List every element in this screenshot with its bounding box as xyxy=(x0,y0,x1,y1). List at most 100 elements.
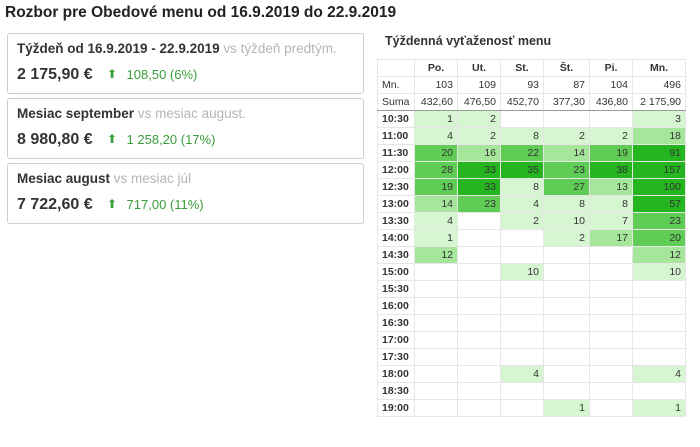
count-cell xyxy=(589,399,633,417)
summary-card-month-august: Mesiac august vs mesiac júl 7 722,60 € ⬆… xyxy=(7,163,364,224)
time-label: 18:00 xyxy=(377,365,415,383)
count-cell: 4 xyxy=(414,212,458,230)
count-cell: 1 xyxy=(543,399,590,417)
count-cell: 28 xyxy=(414,161,458,179)
mn-cell: 109 xyxy=(457,76,501,94)
count-cell xyxy=(589,314,633,332)
card-delta: 1 258,20 (17%) xyxy=(126,132,216,147)
suma-cell: 432,60 xyxy=(414,93,458,111)
count-cell xyxy=(589,365,633,383)
count-cell xyxy=(589,382,633,400)
total-cell: 91 xyxy=(632,144,686,162)
count-cell: 10 xyxy=(543,212,590,230)
up-arrow-icon: ⬆ xyxy=(107,67,118,81)
suma-total-cell: 2 175,90 xyxy=(632,93,686,111)
total-cell: 157 xyxy=(632,161,686,179)
count-cell xyxy=(457,399,501,417)
count-cell: 22 xyxy=(500,144,544,162)
count-cell xyxy=(500,399,544,417)
suma-cell: 452,70 xyxy=(500,93,544,111)
total-cell: 1 xyxy=(632,399,686,417)
count-cell: 38 xyxy=(589,161,633,179)
count-cell xyxy=(457,212,501,230)
utilization-table: Po. Ut. St. Št. Pi. Mn. Mn. 103 109 93 8… xyxy=(377,59,686,417)
time-label: 13:00 xyxy=(377,195,415,213)
card-amount: 2 175,90 € xyxy=(17,66,93,83)
card-delta: 717,00 (11%) xyxy=(126,197,204,212)
time-label: 15:00 xyxy=(377,263,415,281)
total-cell: 23 xyxy=(632,212,686,230)
count-cell: 10 xyxy=(500,263,544,281)
count-cell xyxy=(543,331,590,349)
count-cell: 8 xyxy=(589,195,633,213)
time-slot-row: 15:00 10 10 xyxy=(377,263,686,281)
count-cell xyxy=(414,297,458,315)
time-slot-row: 16:00 xyxy=(377,297,686,315)
day-header: Po. xyxy=(414,59,458,77)
count-cell: 23 xyxy=(457,195,501,213)
summary-card-week: Týždeň od 16.9.2019 - 22.9.2019 vs týžde… xyxy=(7,33,364,94)
count-cell xyxy=(414,348,458,366)
day-header: Ut. xyxy=(457,59,501,77)
count-cell xyxy=(457,314,501,332)
count-cell: 33 xyxy=(457,161,501,179)
card-comparison: vs mesiac júl xyxy=(113,171,192,186)
count-cell: 2 xyxy=(543,229,590,247)
day-header: St. xyxy=(500,59,544,77)
total-cell xyxy=(632,314,686,332)
count-cell: 1 xyxy=(414,110,458,128)
count-cell xyxy=(589,297,633,315)
count-cell: 1 xyxy=(414,229,458,247)
count-cell xyxy=(457,331,501,349)
card-amount: 8 980,80 € xyxy=(17,131,93,148)
mn-row: Mn. 103 109 93 87 104 496 xyxy=(377,76,686,94)
count-cell: 4 xyxy=(414,127,458,145)
count-cell xyxy=(457,263,501,281)
card-label: Mesiac august xyxy=(17,171,111,186)
count-cell: 17 xyxy=(589,229,633,247)
count-cell xyxy=(543,110,590,128)
count-cell: 23 xyxy=(543,161,590,179)
utilization-title: Týždenná vyťaženosť menu xyxy=(385,34,552,48)
count-cell xyxy=(543,263,590,281)
count-cell: 2 xyxy=(543,127,590,145)
time-slot-row: 10:30 1 2 3 xyxy=(377,110,686,128)
count-cell xyxy=(500,314,544,332)
count-cell xyxy=(589,348,633,366)
row-label: Suma xyxy=(377,93,415,111)
count-cell: 19 xyxy=(414,178,458,196)
total-cell xyxy=(632,297,686,315)
time-slot-row: 16:30 xyxy=(377,314,686,332)
count-cell xyxy=(500,348,544,366)
count-cell xyxy=(457,382,501,400)
time-label: 15:30 xyxy=(377,280,415,298)
suma-cell: 476,50 xyxy=(457,93,501,111)
count-cell: 14 xyxy=(414,195,458,213)
time-slot-row: 13:00 14 23 4 8 8 57 xyxy=(377,195,686,213)
total-cell: 4 xyxy=(632,365,686,383)
total-cell xyxy=(632,382,686,400)
time-slot-row: 14:30 12 12 xyxy=(377,246,686,264)
time-slot-row: 13:30 4 2 10 7 23 xyxy=(377,212,686,230)
count-cell xyxy=(543,280,590,298)
mn-cell: 93 xyxy=(500,76,544,94)
up-arrow-icon: ⬆ xyxy=(107,197,118,211)
count-cell xyxy=(414,365,458,383)
day-header-row: Po. Ut. St. Št. Pi. Mn. xyxy=(377,59,686,77)
card-value: 8 980,80 € ⬆ 1 258,20 (17%) xyxy=(17,131,215,149)
card-comparison: vs mesiac august. xyxy=(137,106,246,121)
time-slot-row: 12:00 28 33 35 23 38 157 xyxy=(377,161,686,179)
count-cell: 7 xyxy=(589,212,633,230)
count-cell xyxy=(414,382,458,400)
count-cell: 8 xyxy=(543,195,590,213)
total-cell xyxy=(632,348,686,366)
count-cell xyxy=(589,263,633,281)
count-cell xyxy=(500,110,544,128)
count-cell: 2 xyxy=(457,110,501,128)
count-cell xyxy=(457,229,501,247)
card-title: Mesiac august vs mesiac júl xyxy=(17,171,191,186)
card-value: 7 722,60 € ⬆ 717,00 (11%) xyxy=(17,196,204,214)
time-label: 14:00 xyxy=(377,229,415,247)
count-cell xyxy=(500,297,544,315)
time-slot-row: 19:00 1 1 xyxy=(377,399,686,417)
